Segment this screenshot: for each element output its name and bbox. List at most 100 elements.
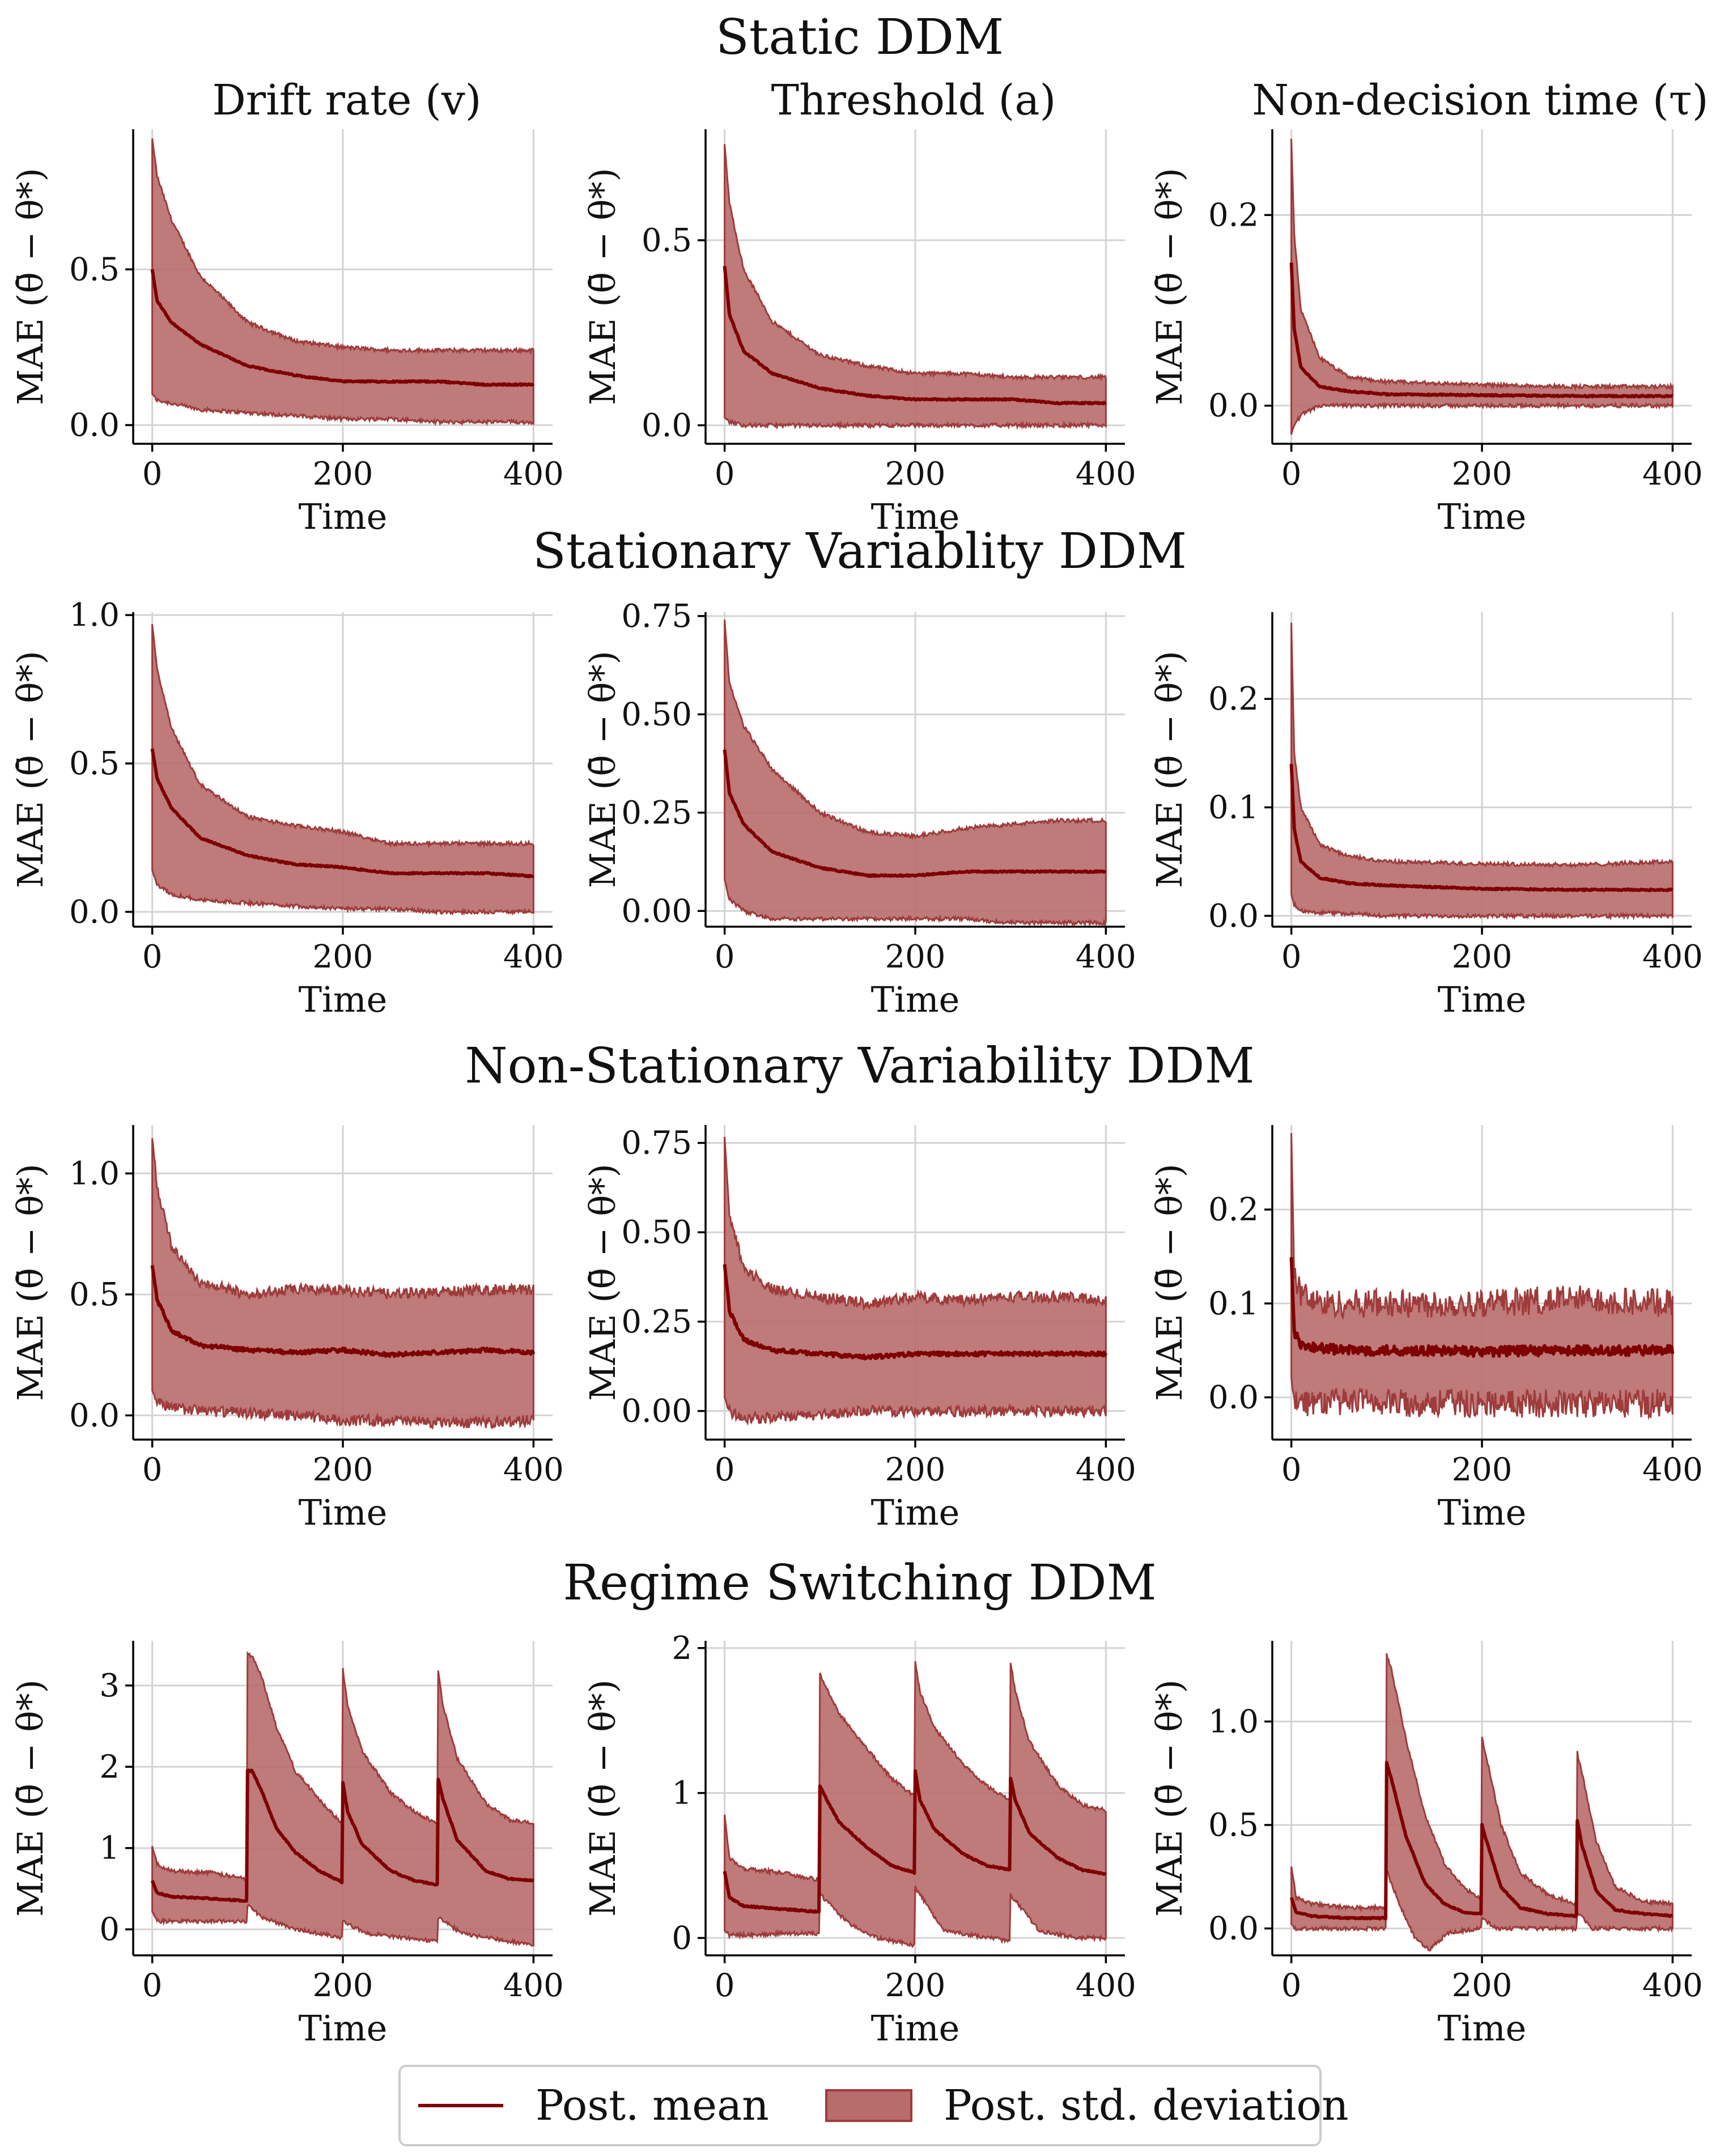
xtick-label-r0-drift-0: 0 <box>142 456 163 493</box>
xtick-label-r3-nondecision-1: 200 <box>1452 1967 1513 2004</box>
ytick-label-r2-threshold-2: 0.50 <box>621 1214 692 1251</box>
panel-r0-nondecision: 0 200 400 0.0 0.2 Time MAE (θ̄ − θ*) <box>1149 129 1703 537</box>
xtick-label-r1-drift-0: 0 <box>142 939 163 975</box>
xlabel-r3-nondecision: Time <box>1438 2008 1527 2049</box>
panel-r1-drift: 0 200 400 0.0 0.5 1.0 Time MAE (θ̄ − θ*) <box>10 597 564 1020</box>
ytick-label-r1-threshold-3: 0.75 <box>621 598 692 635</box>
ytick-label-r1-nondecision-0: 0.0 <box>1208 898 1259 935</box>
mean-line-r3-threshold <box>723 1769 1107 1914</box>
panel-r1-threshold: 0 200 400 0.00 0.25 0.50 0.75 Time MAE (θ̄ − θ*) <box>582 598 1136 1020</box>
ytick-label-r3-nondecision-1: 0.5 <box>1208 1807 1259 1844</box>
xtick-label-r3-threshold-2: 400 <box>1076 1967 1136 2004</box>
panel-r3-drift: 0 200 400 0 1 2 3 Time MAE (θ̄ − θ*) <box>10 1641 564 2049</box>
xtick-label-r2-nondecision-1: 200 <box>1452 1452 1513 1488</box>
row-title-regime: Regime Switching DDM <box>563 1555 1156 1611</box>
xtick-label-r0-drift-1: 200 <box>313 456 373 493</box>
xtick-label-r3-drift-0: 0 <box>142 1967 163 2004</box>
ylabel-r3-drift: MAE (θ̄ − θ*) <box>10 1679 51 1917</box>
ytick-label-r2-drift-2: 1.0 <box>69 1155 120 1192</box>
xtick-label-r3-nondecision-0: 0 <box>1281 1967 1302 2004</box>
row-title-stationary: Stationary Variablity DDM <box>533 523 1187 580</box>
xtick-label-r2-threshold-2: 400 <box>1076 1452 1136 1488</box>
mean-line-r1-threshold <box>723 749 1107 878</box>
ytick-label-r3-nondecision-0: 0.0 <box>1208 1911 1259 1947</box>
ylabel-r1-threshold: MAE (θ̄ − θ*) <box>582 651 623 888</box>
xlabel-r0-nondecision: Time <box>1438 496 1527 537</box>
xlabel-r3-threshold: Time <box>871 2008 960 2049</box>
xlabel-r2-drift: Time <box>299 1492 388 1533</box>
xlabel-r1-threshold: Time <box>871 979 960 1020</box>
xtick-label-r0-threshold-1: 200 <box>885 456 946 493</box>
col-title-drift: Drift rate (v) <box>212 76 481 125</box>
mean-line-r2-nondecision <box>1289 1257 1675 1358</box>
ytick-label-r3-drift-2: 2 <box>99 1748 120 1785</box>
xtick-label-r2-nondecision-0: 0 <box>1281 1452 1302 1488</box>
xlabel-r1-drift: Time <box>299 979 388 1020</box>
xtick-label-r0-nondecision-0: 0 <box>1281 456 1302 493</box>
xtick-label-r2-drift-1: 200 <box>313 1452 373 1488</box>
ytick-label-r2-threshold-0: 0.00 <box>621 1393 692 1430</box>
panel-r0-threshold: 0 200 400 0.0 0.5 Time MAE (θ̄ − θ*) <box>582 129 1136 537</box>
xtick-label-r1-nondecision-1: 200 <box>1452 939 1513 975</box>
ytick-label-r0-nondecision-0: 0.0 <box>1208 388 1259 425</box>
ytick-label-r3-drift-0: 0 <box>99 1911 120 1948</box>
mean-line-r3-nondecision <box>1289 1760 1674 1921</box>
xtick-label-r2-nondecision-2: 400 <box>1642 1452 1703 1488</box>
ylabel-r2-nondecision: MAE (θ̄ − θ*) <box>1149 1164 1190 1401</box>
xtick-label-r3-nondecision-2: 400 <box>1642 1967 1703 2004</box>
ytick-label-r2-nondecision-0: 0.0 <box>1208 1379 1259 1416</box>
row-title-static: Static DDM <box>716 9 1004 66</box>
legend-std-swatch <box>825 2089 912 2122</box>
row-title-nonstationary: Non-Stationary Variability DDM <box>465 1038 1254 1094</box>
ytick-label-r1-threshold-2: 0.50 <box>621 696 692 733</box>
panel-r1-nondecision: 0 200 400 0.0 0.1 0.2 Time MAE (θ̄ − θ*) <box>1149 612 1703 1020</box>
ytick-label-r0-threshold-1: 0.5 <box>642 222 692 259</box>
xlabel-r2-threshold: Time <box>871 1492 960 1533</box>
ylabel-r0-nondecision: MAE (θ̄ − θ*) <box>1149 168 1190 405</box>
legend-std-label: Post. std. deviation <box>944 2081 1349 2130</box>
ytick-label-r1-nondecision-2: 0.2 <box>1208 681 1259 718</box>
ylabel-r2-drift: MAE (θ̄ − θ*) <box>10 1164 51 1401</box>
ylabel-r0-threshold: MAE (θ̄ − θ*) <box>582 168 623 405</box>
xtick-label-r3-threshold-1: 200 <box>885 1967 946 2004</box>
mean-line-r0-threshold <box>723 266 1107 406</box>
panel-r2-drift: 0 200 400 0.0 0.5 1.0 Time MAE (θ̄ − θ*) <box>10 1125 564 1533</box>
xlabel-r1-nondecision: Time <box>1438 979 1527 1020</box>
xtick-label-r2-drift-0: 0 <box>142 1452 163 1488</box>
xtick-label-r0-drift-2: 400 <box>503 456 564 493</box>
ytick-label-r0-nondecision-1: 0.2 <box>1208 197 1259 234</box>
ytick-label-r1-threshold-0: 0.00 <box>621 893 692 930</box>
ytick-label-r1-drift-2: 1.0 <box>69 597 120 634</box>
col-title-nondecision: Non-decision time (τ) <box>1252 76 1708 125</box>
ytick-label-r0-drift-0: 0.0 <box>69 407 120 444</box>
ytick-label-r3-drift-1: 1 <box>99 1830 120 1867</box>
ytick-label-r2-drift-1: 0.5 <box>69 1276 120 1313</box>
xtick-label-r1-threshold-2: 400 <box>1076 939 1136 975</box>
xlabel-r3-drift: Time <box>299 2008 388 2049</box>
ytick-label-r2-threshold-1: 0.25 <box>621 1304 692 1340</box>
ylabel-r0-drift: MAE (θ̄ − θ*) <box>10 168 51 405</box>
ytick-label-r2-threshold-3: 0.75 <box>621 1125 692 1162</box>
ytick-label-r1-nondecision-1: 0.1 <box>1208 789 1259 826</box>
mean-line-r3-drift <box>150 1768 534 1903</box>
xtick-label-r2-threshold-1: 200 <box>885 1452 946 1488</box>
xtick-label-r1-nondecision-2: 400 <box>1642 939 1703 975</box>
xtick-label-r3-threshold-0: 0 <box>715 1967 735 2004</box>
ytick-label-r1-drift-0: 0.0 <box>69 894 120 931</box>
legend: Post. mean Post. std. deviation <box>398 2065 1349 2146</box>
mean-line-r0-drift <box>150 269 535 387</box>
std-band-r0-drift <box>151 138 534 427</box>
panel-r2-nondecision: 0 200 400 0.0 0.1 0.2 Time MAE (θ̄ − θ*) <box>1149 1125 1703 1533</box>
xtick-label-r0-threshold-2: 400 <box>1076 456 1136 493</box>
xtick-label-r3-drift-2: 400 <box>503 1967 564 2004</box>
xlabel-r0-drift: Time <box>299 496 388 537</box>
ylabel-r3-threshold: MAE (θ̄ − θ*) <box>582 1679 623 1917</box>
panel-r3-nondecision: 0 200 400 0.0 0.5 1.0 Time MAE (θ̄ − θ*) <box>1149 1641 1703 2049</box>
ytick-label-r2-nondecision-2: 0.2 <box>1208 1191 1259 1228</box>
xtick-label-r1-threshold-0: 0 <box>715 939 735 975</box>
std-band-r1-drift <box>151 624 534 916</box>
std-band-r0-nondecision <box>1290 138 1674 435</box>
ytick-label-r3-threshold-2: 2 <box>672 1630 692 1667</box>
mean-line-r1-nondecision <box>1289 763 1674 893</box>
